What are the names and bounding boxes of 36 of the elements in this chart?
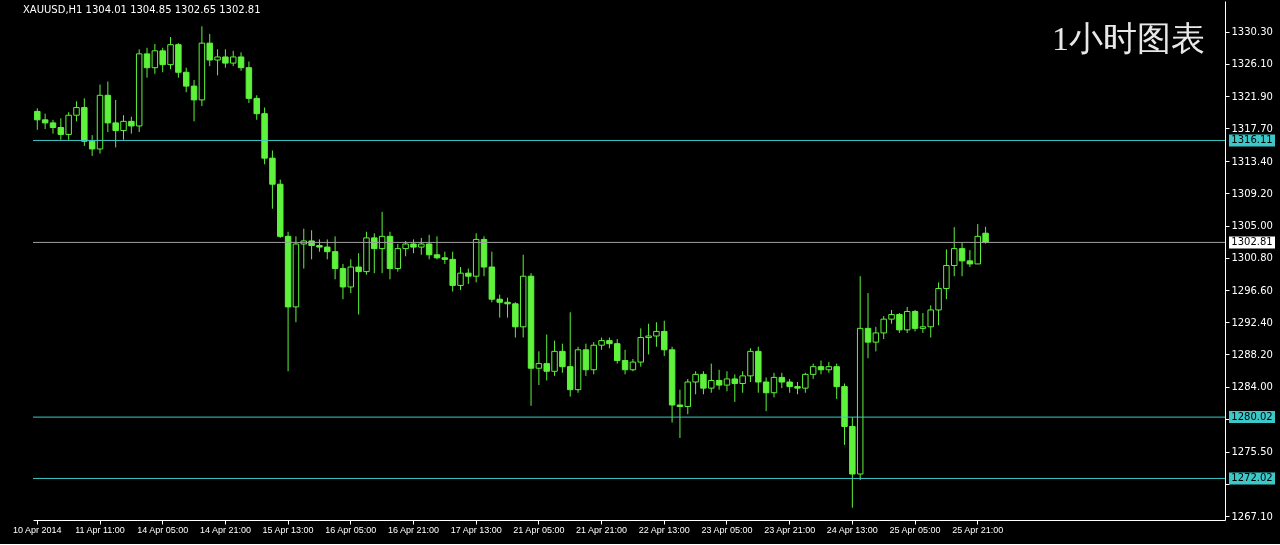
y-tick-label: 1300.80	[1231, 252, 1273, 264]
x-tick-label: 14 Apr 05:00	[137, 524, 189, 535]
y-tick-label: 1309.20	[1231, 187, 1273, 199]
x-tick-label: 25 Apr 05:00	[889, 524, 941, 535]
y-tick-label: 1267.10	[1231, 510, 1273, 522]
x-tick-label: 24 Apr 13:00	[826, 524, 878, 535]
y-tick-label: 1313.40	[1231, 155, 1273, 167]
x-tick-label: 14 Apr 21:00	[199, 524, 251, 535]
y-tick-label: 1284.00	[1231, 381, 1273, 393]
x-tick-label: 10 Apr 2014	[13, 524, 62, 535]
y-tick-label: 1288.20	[1231, 348, 1273, 360]
y-tick-label: 1305.00	[1231, 220, 1273, 232]
y-tick-label: 1296.60	[1231, 284, 1273, 296]
y-tick-label: 1321.90	[1231, 90, 1273, 102]
ref-line-label: 1272.02	[1231, 472, 1273, 484]
y-tick-label: 1275.50	[1231, 446, 1273, 458]
y-tick-label: 1292.40	[1231, 316, 1273, 328]
ref-line-label: 1302.81	[1231, 236, 1273, 248]
y-tick-label: 1330.30	[1231, 26, 1273, 38]
ref-line-label: 1280.02	[1231, 411, 1273, 423]
x-tick-label: 22 Apr 13:00	[638, 524, 690, 535]
annotation: 1小时图表	[1052, 20, 1205, 57]
chart-title: XAUUSD,H1 1304.01 1304.85 1302.65 1302.81	[23, 4, 261, 15]
x-tick-label: 21 Apr 05:00	[513, 524, 565, 535]
x-tick-label: 16 Apr 21:00	[387, 524, 440, 535]
x-tick-label: 23 Apr 21:00	[764, 524, 816, 535]
x-tick-label: 17 Apr 13:00	[450, 524, 502, 535]
ref-line-label: 1316.11	[1231, 134, 1273, 146]
x-tick-label: 23 Apr 05:00	[701, 524, 753, 535]
x-tick-label: 16 Apr 05:00	[325, 524, 377, 535]
x-tick-label: 21 Apr 21:00	[576, 524, 628, 535]
y-tick-label: 1317.70	[1231, 122, 1273, 134]
x-tick-label: 11 Apr 11:00	[75, 524, 125, 535]
y-tick-label: 1326.10	[1231, 58, 1273, 70]
x-tick-label: 25 Apr 21:00	[952, 524, 1004, 535]
x-tick-label: 15 Apr 13:00	[262, 524, 314, 535]
